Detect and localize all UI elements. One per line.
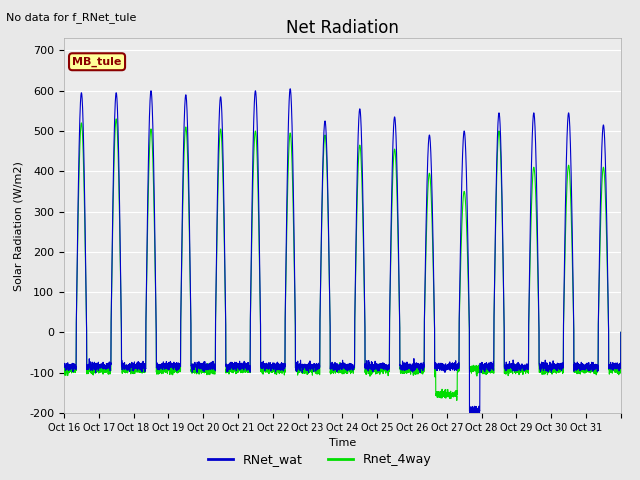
Text: No data for f_RNet_tule: No data for f_RNet_tule: [6, 12, 137, 23]
Y-axis label: Solar Radiation (W/m2): Solar Radiation (W/m2): [13, 161, 24, 290]
Legend: RNet_wat, Rnet_4way: RNet_wat, Rnet_4way: [203, 448, 437, 471]
X-axis label: Time: Time: [329, 438, 356, 448]
Title: Net Radiation: Net Radiation: [286, 19, 399, 37]
Text: MB_tule: MB_tule: [72, 57, 122, 67]
